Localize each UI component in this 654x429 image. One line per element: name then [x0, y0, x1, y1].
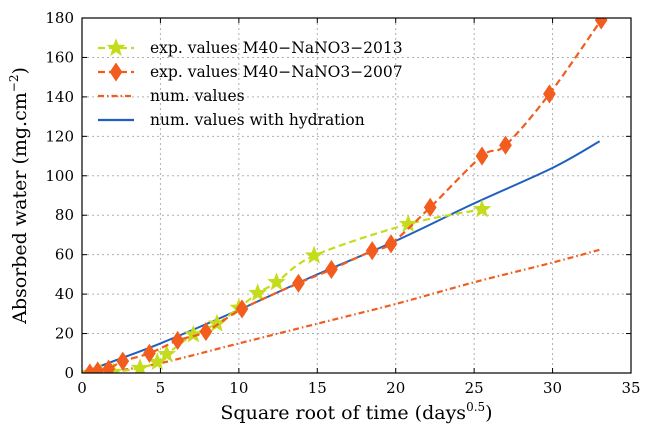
series-2 [82, 250, 600, 373]
data-point [117, 352, 129, 370]
legend-label: exp. values M40−NaNO3−2013 [150, 39, 403, 57]
legend-marker [107, 39, 124, 55]
y-tick-label: 0 [64, 364, 74, 382]
data-point [292, 274, 304, 292]
x-tick-label: 20 [386, 379, 405, 397]
data-point [385, 235, 397, 253]
data-point [476, 147, 488, 165]
legend-label: num. values with hydration [150, 111, 365, 129]
y-axis-title: Absorbed water (mg.cm−2) [7, 67, 31, 325]
legend-item: exp. values M40−NaNO3−2013 [98, 39, 403, 57]
x-tick-label: 35 [621, 379, 640, 397]
y-tick-label: 40 [55, 285, 74, 303]
x-axis-title: Square root of time (days0.5) [220, 400, 492, 424]
legend-item: exp. values M40−NaNO3−2007 [98, 63, 403, 81]
x-tick-label: 25 [465, 379, 484, 397]
series-3 [82, 141, 600, 373]
legend-item: num. values with hydration [98, 111, 365, 129]
x-tick-label: 10 [229, 379, 248, 397]
data-point [500, 136, 512, 154]
legend-marker [110, 63, 122, 81]
series-line [82, 250, 600, 373]
x-tick-label: 0 [77, 379, 87, 397]
legend-label: num. values [150, 87, 245, 105]
y-tick-label: 120 [45, 127, 74, 145]
y-tick-label: 140 [45, 88, 74, 106]
y-tick-label: 60 [55, 246, 74, 264]
data-point [268, 273, 285, 289]
y-tick-label: 100 [45, 167, 74, 185]
data-point [366, 242, 378, 260]
y-tick-label: 20 [55, 325, 74, 343]
data-point [424, 198, 436, 216]
x-tick-label: 30 [543, 379, 562, 397]
series-line [82, 141, 600, 373]
series-0 [81, 200, 490, 380]
data-point [325, 260, 337, 278]
y-tick-label: 80 [55, 206, 74, 224]
x-tick-label: 5 [156, 379, 166, 397]
x-tick-label: 15 [308, 379, 327, 397]
y-tick-label: 180 [45, 9, 74, 27]
legend-item: num. values [98, 87, 245, 105]
data-point [103, 360, 115, 378]
legend: exp. values M40−NaNO3−2013 exp. values M4… [98, 39, 403, 129]
legend-label: exp. values M40−NaNO3−2007 [150, 63, 403, 81]
y-tick-label: 160 [45, 48, 74, 66]
data-point [306, 247, 323, 263]
